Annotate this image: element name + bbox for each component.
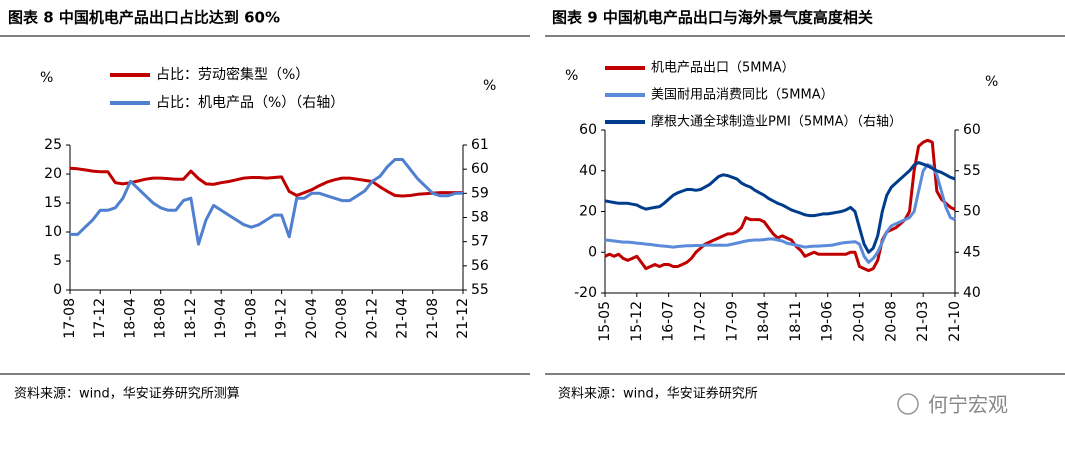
y2-tick-label: 60	[963, 122, 981, 138]
x-tick-label: 21-08	[425, 298, 441, 339]
x-tick-label: 20-08	[334, 298, 350, 339]
y-tick-label: 15	[44, 195, 62, 211]
y2-axis-unit: %	[985, 74, 998, 90]
x-tick-label: 19-06	[820, 301, 836, 342]
y-tick-label: -20	[574, 285, 597, 301]
source-note: 资料来源：wind，华安证券研究所测算	[14, 386, 240, 402]
y2-tick-label: 61	[471, 137, 489, 153]
y-axis-unit: %	[565, 68, 578, 84]
x-tick-label: 17-09	[724, 301, 740, 342]
series-line	[604, 138, 956, 273]
y-tick-label: 60	[579, 122, 597, 138]
x-tick-label: 18-08	[153, 298, 169, 339]
y-tick-label: 0	[588, 244, 597, 260]
legend-label: 机电产品出口（5MMA）	[651, 61, 795, 76]
x-tick-label: 20-04	[304, 298, 320, 339]
watermark-icon	[897, 393, 919, 415]
y2-tick-label: 50	[963, 204, 981, 220]
y2-tick-label: 55	[471, 282, 489, 298]
x-tick-label: 18-11	[788, 301, 804, 342]
x-tick-label: 21-10	[947, 301, 963, 342]
x-tick-label: 19-12	[274, 298, 290, 339]
x-tick-label: 18-12	[183, 298, 199, 339]
x-tick-label: 15-05	[597, 301, 613, 342]
y2-tick-label: 57	[471, 234, 489, 250]
x-tick-label: 20-01	[852, 301, 868, 342]
x-tick-label: 20-08	[883, 301, 899, 342]
x-tick-label: 16-07	[661, 301, 677, 342]
x-tick-label: 17-12	[92, 298, 108, 339]
x-tick-label: 21-04	[395, 298, 411, 339]
y-tick-label: 0	[53, 282, 62, 298]
series-line	[604, 163, 956, 264]
legend-label: 摩根大通全球制造业PMI（5MMA）（右轴）	[651, 114, 902, 130]
y-axis-unit: %	[40, 70, 53, 86]
y-tick-label: 20	[579, 204, 597, 220]
x-tick-label: 21-03	[915, 301, 931, 342]
y-tick-label: 40	[579, 163, 597, 179]
x-tick-label: 15-12	[629, 301, 645, 342]
series-line	[69, 166, 463, 198]
x-tick-label: 19-08	[243, 298, 259, 339]
x-tick-label: 18-04	[756, 301, 772, 342]
legend-label: 美国耐用品消费同比（5MMA）	[651, 88, 834, 103]
legend-label: 占比：机电产品（%）（右轴）	[156, 95, 344, 111]
y2-tick-label: 45	[963, 244, 981, 260]
y-tick-label: 20	[44, 166, 62, 182]
legend-label: 占比：劳动密集型（%）	[156, 66, 309, 83]
series-line	[604, 161, 956, 254]
y2-tick-label: 58	[471, 210, 489, 226]
x-tick-label: 21-12	[455, 298, 471, 339]
y2-tick-label: 60	[471, 161, 489, 177]
source-note: 资料来源：wind，华安证券研究所	[558, 386, 758, 402]
x-tick-label: 19-04	[213, 298, 229, 339]
watermark: 何宁宏观	[928, 393, 1008, 417]
x-tick-label: 20-12	[364, 298, 380, 339]
y2-axis-unit: %	[483, 78, 496, 94]
y2-tick-label: 59	[471, 185, 489, 201]
series-line	[70, 158, 463, 246]
chart-title: 图表 8 中国机电产品出口占比达到 60%	[8, 9, 280, 27]
y2-tick-label: 55	[963, 163, 981, 179]
y-tick-label: 10	[44, 224, 62, 240]
x-tick-label: 17-02	[692, 301, 708, 342]
x-tick-label: 17-08	[62, 298, 78, 339]
y-tick-label: 5	[53, 253, 62, 269]
y2-tick-label: 40	[963, 285, 981, 301]
y2-tick-label: 56	[471, 258, 489, 274]
chart-title: 图表 9 中国机电产品出口与海外景气度高度相关	[552, 9, 873, 27]
y-tick-label: 25	[44, 137, 62, 153]
x-tick-label: 18-04	[122, 298, 138, 339]
